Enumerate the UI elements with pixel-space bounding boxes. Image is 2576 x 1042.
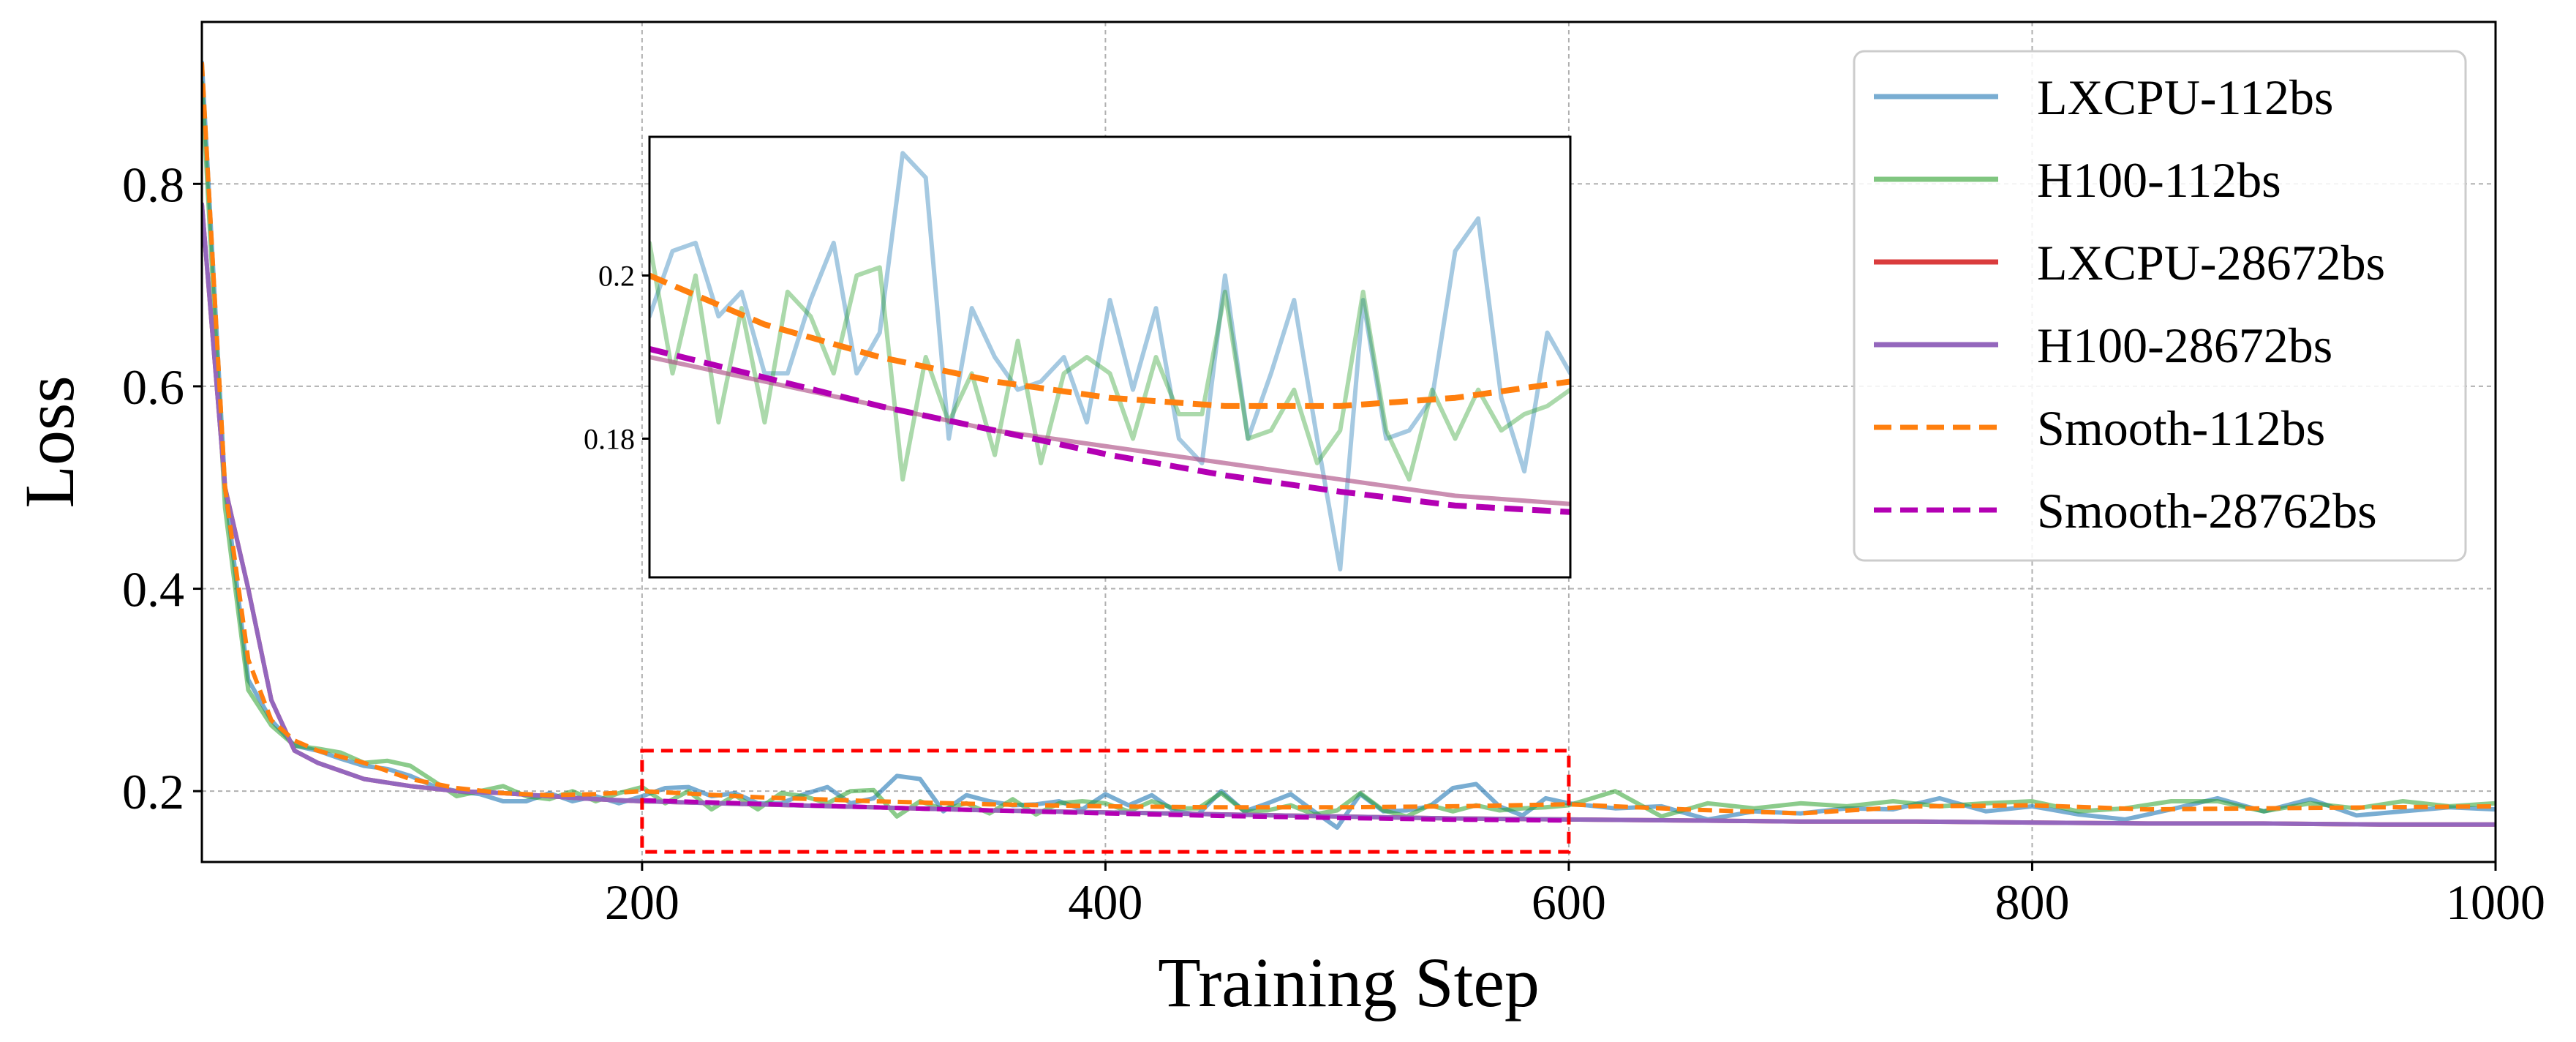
legend: LXCPU-112bs H100-112bs LXCPU-28672bs H100-2… [1853,50,2467,562]
legend-label-lxcpu-112bs: LXCPU-112bs [2037,70,2334,125]
x-tick-label-400: 400 [1068,874,1142,930]
x-tick-label-200: 200 [605,874,679,930]
inset-tick-label-0: 0.18 [584,422,635,455]
y-axis-title: Loss [10,375,88,508]
main-series-group [202,60,2496,830]
x-tick-label-1000: 1000 [2446,874,2545,930]
inset-tick-label-1: 0.2 [598,260,635,293]
inset-frame [648,135,1572,579]
legend-label-smooth-28762bs: Smooth-28762bs [2037,483,2377,539]
x-axis-title: Training Step [1158,943,1540,1022]
legend-frame [1853,50,2467,562]
inset-line-smooth-112bs [649,272,1570,409]
series-line-smooth-28762bs [641,798,1569,823]
inset-line-smooth-28762bs [649,346,1570,515]
zoom-region-box [640,749,1571,854]
y-tick-label-1: 0.4 [122,562,184,618]
x-axis-ticks: 200 400 600 800 1000 [605,862,2545,930]
legend-label-h100-28672bs: H100-28672bs [2037,318,2332,373]
legend-item-lxcpu-112bs: LXCPU-112bs [1874,70,2334,125]
zoom-region-rect [640,749,1571,854]
legend-label-lxcpu-28672bs: LXCPU-28672bs [2037,235,2385,291]
legend-label-smooth-112bs: Smooth-112bs [2037,400,2325,456]
y-tick-label-2: 0.6 [122,359,184,415]
legend-item-h100-112bs: H100-112bs [1874,152,2281,208]
y-axis-ticks: 0.2 0.4 0.6 0.8 [122,157,202,820]
legend-label-h100-112bs: H100-112bs [2037,152,2281,208]
inset-zoom-plot: 0.18 0.2 [584,135,1572,579]
series-line-lxcpu-112bs [202,60,2496,830]
y-tick-label-0: 0.2 [122,764,184,820]
plot-frame [200,20,2497,863]
inset-series-group [649,151,1570,571]
legend-item-lxcpu-28672bs: LXCPU-28672bs [1874,235,2385,291]
inset-line-lxcpu-112bs [649,151,1570,571]
x-tick-label-800: 800 [1995,874,2069,930]
series-line-smooth-112bs [202,62,2496,816]
legend-item-smooth-112bs: Smooth-112bs [1874,400,2325,456]
y-tick-label-3: 0.8 [122,157,184,212]
inset-y-ticks: 0.18 0.2 [584,260,649,455]
x-tick-label-600: 600 [1532,874,1606,930]
legend-item-smooth-28762bs: Smooth-28762bs [1874,483,2377,539]
legend-item-h100-28672bs: H100-28672bs [1874,318,2332,373]
inset-line-h100-112bs [649,240,1570,482]
